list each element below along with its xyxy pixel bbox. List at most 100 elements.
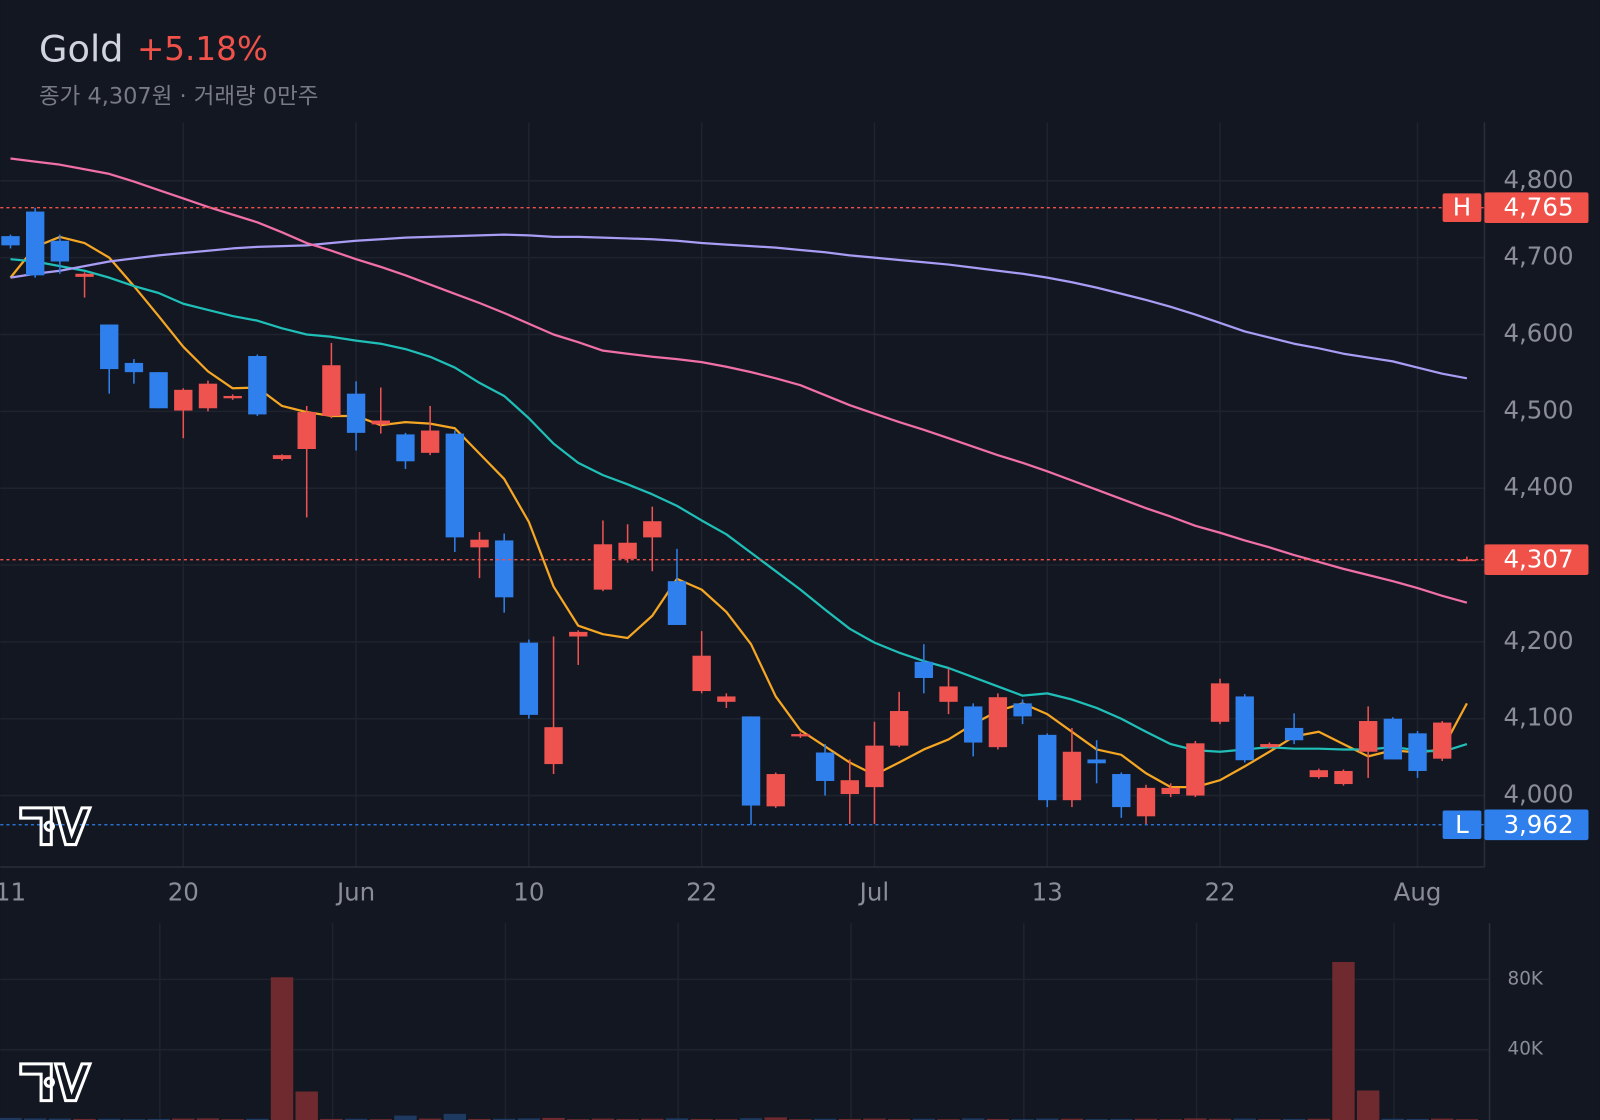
- y-tick-label: 4,700: [1503, 242, 1573, 271]
- candle-body: [914, 661, 934, 678]
- volume-bar: [1282, 1118, 1306, 1120]
- candle-body: [1087, 759, 1106, 764]
- volume-bar: [1184, 1118, 1207, 1120]
- candle-body: [75, 273, 94, 277]
- volume-bar: [394, 1115, 417, 1120]
- x-tick-label: 10: [513, 878, 544, 907]
- volume-bar: [147, 1118, 170, 1120]
- candle-body: [1038, 734, 1057, 801]
- candle-body: [174, 389, 193, 411]
- x-tick-label: 22: [1204, 878, 1235, 907]
- candle-body: [964, 706, 983, 743]
- candle-body: [223, 395, 242, 399]
- candle-body: [717, 696, 736, 702]
- candle-body: [1260, 744, 1279, 748]
- candle-body: [124, 362, 144, 373]
- volume-bar: [813, 1118, 837, 1120]
- candle-body: [766, 774, 785, 807]
- candle-body: [791, 734, 810, 737]
- price-label: 4,765: [1503, 193, 1573, 222]
- y-tick-label: 4,800: [1503, 165, 1573, 194]
- x-tick-label: 13: [1032, 878, 1063, 907]
- candle-body: [741, 716, 761, 806]
- candle-body: [1383, 718, 1403, 760]
- volume-bar: [172, 1118, 195, 1120]
- candle-body: [420, 430, 440, 453]
- candle-body: [1, 236, 20, 246]
- volume-bar: [1036, 1118, 1059, 1120]
- volume-bar: [48, 1118, 72, 1120]
- candle-body: [1235, 696, 1254, 761]
- volume-bar: [1307, 1118, 1331, 1120]
- x-tick-label: 22: [686, 878, 717, 907]
- candle-body: [297, 412, 316, 449]
- logo-mark: [19, 806, 93, 847]
- x-tick-label: 20: [168, 878, 199, 907]
- candle-body: [519, 642, 539, 715]
- volume-bar: [1060, 1118, 1084, 1120]
- volume-bar: [73, 1118, 96, 1120]
- candle-body: [371, 420, 390, 425]
- volume-bar: [320, 1118, 343, 1120]
- candle-body: [1186, 743, 1205, 796]
- volume-bar: [196, 1118, 220, 1120]
- candle-body: [149, 372, 168, 409]
- candle-body: [1457, 559, 1477, 562]
- volume-bar: [344, 1118, 368, 1120]
- candle-body: [593, 544, 613, 590]
- candle-body: [100, 324, 119, 370]
- price-change: +5.18%: [137, 30, 268, 68]
- volume-bar: [468, 1118, 491, 1120]
- price-badge: [1484, 544, 1589, 575]
- candle-body: [198, 383, 218, 409]
- volume-bar: [1356, 1090, 1380, 1120]
- volume-bar: [1406, 1118, 1429, 1120]
- candle-body: [840, 780, 859, 795]
- price-badge: [1484, 809, 1589, 841]
- volume-bar: [1134, 1118, 1158, 1120]
- marker-letter: L: [1455, 810, 1469, 839]
- candle-body: [1136, 787, 1156, 817]
- candle-body: [1358, 721, 1378, 752]
- moving-average-line: [10, 258, 1468, 753]
- marker-letter: H: [1453, 193, 1471, 222]
- volume-bar: [986, 1118, 1010, 1120]
- candle-body: [1062, 751, 1082, 801]
- volume-bar: [616, 1118, 639, 1120]
- volume-bar: [764, 1117, 787, 1120]
- volume-bar: [492, 1118, 516, 1120]
- volume-tick-label: 80K: [1508, 968, 1544, 989]
- x-tick-label: 11: [0, 878, 26, 907]
- volume-bar: [1208, 1118, 1232, 1120]
- volume-bar: [542, 1117, 565, 1120]
- y-tick-label: 4,400: [1503, 472, 1573, 501]
- y-tick-label: 4,500: [1503, 395, 1573, 424]
- price-label: 3,962: [1503, 810, 1573, 839]
- candle-body: [1161, 787, 1180, 795]
- y-tick-label: 4,000: [1503, 780, 1573, 809]
- candle-body: [988, 697, 1008, 748]
- volume-bar: [641, 1118, 664, 1120]
- candle-body: [470, 539, 489, 548]
- candle-body: [618, 542, 637, 559]
- logo-mark: [19, 1062, 93, 1103]
- volume-bar: [1381, 1118, 1405, 1120]
- candle-body: [1112, 774, 1131, 808]
- volume-bar: [591, 1118, 615, 1120]
- volume-bar: [665, 1118, 689, 1120]
- candle-body: [1334, 770, 1353, 785]
- y-tick-label: 4,100: [1503, 703, 1573, 732]
- candle-body: [815, 752, 835, 781]
- volume-bar: [0, 1117, 22, 1120]
- volume-bar: [246, 1118, 269, 1120]
- marker-badge: [1442, 193, 1482, 222]
- volume-bar: [23, 1118, 47, 1120]
- moving-average-line: [10, 157, 1468, 604]
- candle-body: [248, 356, 267, 415]
- volume-bar: [1332, 961, 1355, 1120]
- candle-body: [495, 540, 514, 598]
- x-tick-label: Aug: [1394, 878, 1442, 907]
- candle-body: [445, 433, 464, 538]
